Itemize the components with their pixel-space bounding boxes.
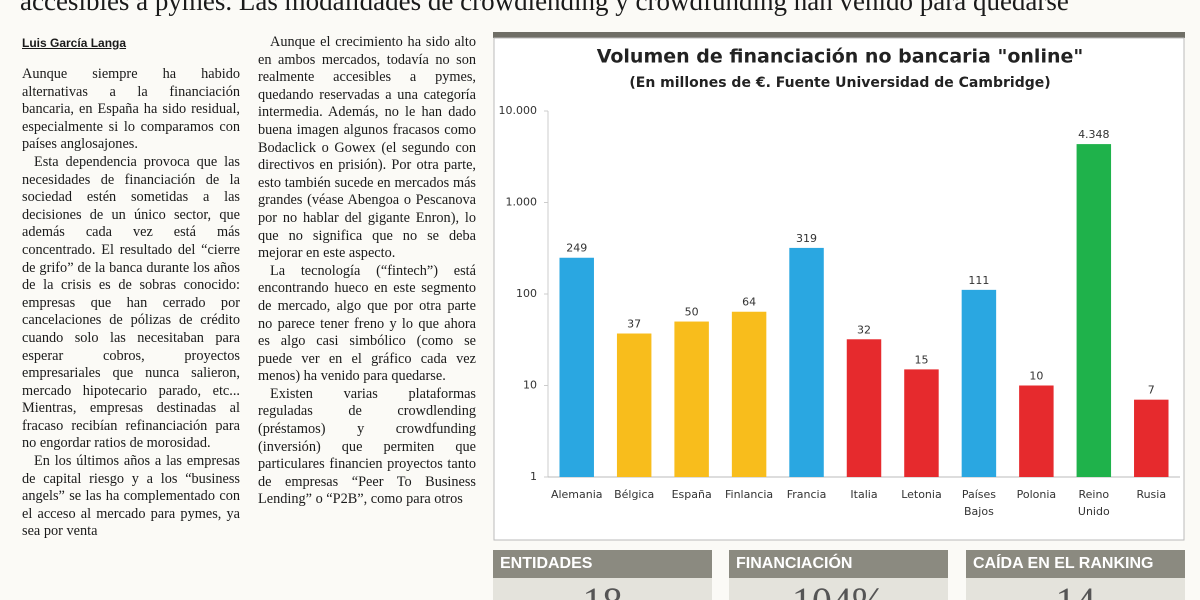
stat-label: FINANCIACIÓN bbox=[729, 550, 948, 578]
stat-value: 104% bbox=[729, 582, 948, 600]
x-tick-label: Polonia bbox=[1017, 488, 1057, 501]
bar bbox=[961, 289, 997, 477]
paragraph: Esta dependencia provoca que las necesid… bbox=[22, 153, 240, 452]
x-tick-label: España bbox=[672, 488, 712, 501]
y-tick-label: 10 bbox=[523, 379, 537, 392]
stat-box: CAÍDA EN EL RANKING 14 bbox=[966, 550, 1185, 600]
chart-title: Volumen de financiación no bancaria "onl… bbox=[597, 46, 1084, 68]
value-label: 4.348 bbox=[1078, 128, 1110, 141]
stat-value: 18 bbox=[493, 582, 712, 600]
value-label: 50 bbox=[685, 306, 699, 319]
author: Luis García Langa bbox=[22, 36, 127, 50]
value-label: 37 bbox=[627, 318, 641, 331]
bar bbox=[1019, 385, 1054, 477]
bar bbox=[904, 369, 939, 477]
y-tick-label: 1 bbox=[530, 470, 537, 483]
stat-label: CAÍDA EN EL RANKING bbox=[966, 550, 1185, 578]
paragraph: Existen varias plataformas reguladas de … bbox=[258, 385, 476, 508]
stat-label: ENTIDADES bbox=[493, 550, 712, 578]
x-tick-label: Alemania bbox=[551, 488, 603, 501]
stat-value: 14 bbox=[966, 582, 1185, 600]
paragraph: La tecnología (“fintech”) está encontran… bbox=[258, 262, 476, 385]
value-label: 319 bbox=[796, 232, 817, 245]
chart-bar-top bbox=[493, 32, 1185, 38]
value-label: 32 bbox=[857, 323, 871, 336]
paragraph: Aunque siempre ha habido alternativas a … bbox=[22, 66, 240, 153]
value-label: 10 bbox=[1029, 370, 1043, 383]
value-label: 249 bbox=[566, 242, 587, 255]
stat-box: ENTIDADES 18 bbox=[493, 550, 712, 600]
value-label: 15 bbox=[914, 353, 928, 366]
bar bbox=[731, 311, 767, 477]
x-tick-label: Letonia bbox=[901, 488, 942, 501]
x-tick-label: Bélgica bbox=[614, 488, 654, 501]
chart-frame bbox=[493, 37, 1185, 541]
y-tick-label: 10.000 bbox=[499, 104, 538, 117]
y-tick-label: 1.000 bbox=[506, 196, 538, 209]
x-tick-label: Países Bajos bbox=[962, 488, 996, 518]
bar bbox=[616, 333, 652, 477]
chart: Volumen de financiación no bancaria "onl… bbox=[493, 32, 1185, 541]
y-tick-label: 100 bbox=[516, 287, 537, 300]
paragraph: Aunque el crecimiento ha sido alto en am… bbox=[258, 34, 476, 262]
value-label: 64 bbox=[742, 296, 756, 309]
x-tick-label: Italia bbox=[850, 488, 877, 501]
bar bbox=[674, 321, 709, 477]
bar bbox=[1076, 144, 1112, 478]
headline: accesibles a pymes. Las modalidades de c… bbox=[20, 0, 1069, 16]
stat-box: FINANCIACIÓN 104% bbox=[729, 550, 948, 600]
x-tick-label: Finlancia bbox=[725, 488, 773, 501]
bar bbox=[559, 257, 594, 477]
x-tick-label: Rusia bbox=[1136, 488, 1166, 501]
column: Aunque el crecimiento ha sido alto en am… bbox=[258, 34, 476, 509]
x-tick-label: Reino Unido bbox=[1078, 488, 1110, 518]
x-tick-label: Francia bbox=[787, 488, 827, 501]
value-label: 111 bbox=[968, 274, 989, 287]
column: Aunque siempre ha habido alternativas a … bbox=[22, 66, 240, 541]
chart-subtitle: (En millones de €. Fuente Universidad de… bbox=[629, 75, 1050, 91]
paragraph: En los últimos años a las empresas de ca… bbox=[22, 453, 240, 540]
bar bbox=[789, 247, 824, 477]
value-label: 7 bbox=[1148, 384, 1155, 397]
bar bbox=[846, 339, 882, 477]
bar bbox=[1134, 399, 1169, 477]
